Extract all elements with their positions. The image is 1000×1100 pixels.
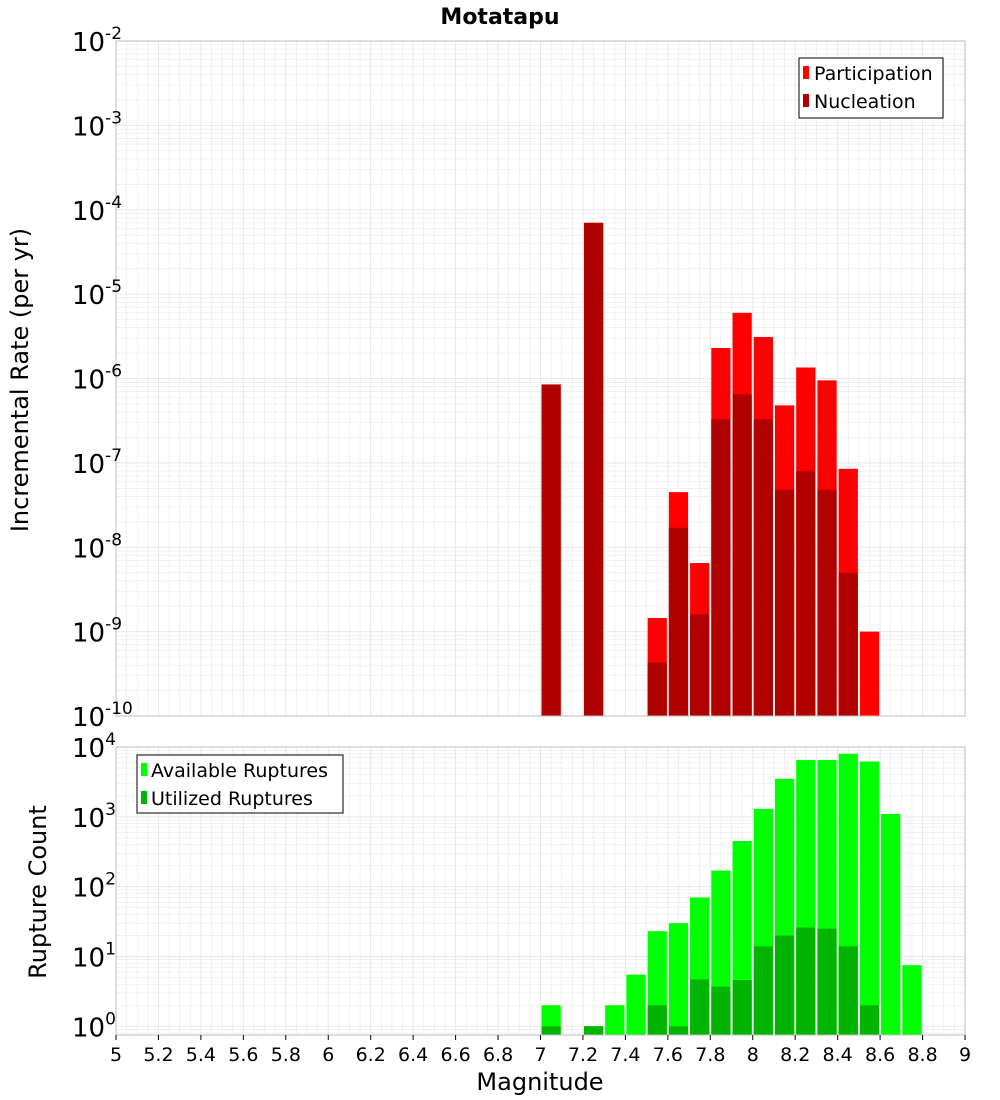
- nucleation-bar: [774, 489, 795, 716]
- x-tick-label: 5.8: [271, 1044, 301, 1066]
- count-bars: [541, 753, 922, 1035]
- rate-y-axis-label: Incremental Rate (per yr): [6, 228, 34, 532]
- x-tick-label: 8.4: [823, 1044, 853, 1066]
- x-axis-label: Magnitude: [476, 1068, 603, 1096]
- rate-y-tick-label: 10-8: [72, 530, 122, 564]
- x-tick-label: 5: [110, 1044, 122, 1066]
- x-tick-label: 7.6: [653, 1044, 683, 1066]
- count-y-axis-label: Rupture Count: [24, 805, 52, 979]
- available-ruptures-bar: [881, 813, 901, 1035]
- utilized-ruptures-bar: [838, 946, 858, 1035]
- nucleation-bar: [732, 394, 752, 716]
- nucleation-bar: [647, 662, 667, 716]
- participation-legend-swatch: [803, 66, 809, 79]
- count-y-tick-label: 100: [72, 1009, 116, 1043]
- available-ruptures-bar: [605, 1005, 625, 1035]
- x-tick-label: 7.8: [695, 1044, 725, 1066]
- utilized-ruptures-bar: [711, 986, 731, 1035]
- nucleation-bar: [796, 471, 816, 716]
- x-tick-label: 6.8: [483, 1044, 513, 1066]
- utilized-ruptures-bar: [753, 946, 773, 1035]
- utilized-ruptures-bar: [796, 927, 816, 1035]
- participation-legend-label: Participation: [814, 63, 933, 85]
- rate-grid: [115, 40, 966, 717]
- rate-y-tick-label: 10-2: [72, 24, 122, 58]
- nucleation-bar: [583, 222, 604, 716]
- count-y-tick-label: 101: [72, 939, 116, 973]
- utilized-ruptures-bar: [817, 928, 837, 1035]
- x-tick-label: 6.4: [398, 1044, 428, 1066]
- nucleation-bar: [817, 489, 837, 716]
- x-tick-label: 7.2: [568, 1044, 598, 1066]
- utilized-ruptures-bar: [732, 980, 752, 1035]
- rate-y-tick-label: 10-9: [72, 615, 122, 649]
- rate-bars: [541, 222, 880, 716]
- rate-plot-frame: [115, 40, 966, 717]
- rate-y-tick-label: 10-10: [72, 699, 133, 733]
- x-tick-label: 8: [747, 1044, 759, 1066]
- nucleation-bar: [668, 527, 689, 716]
- count-y-tick-label: 102: [72, 870, 116, 904]
- x-tick-label: 9: [959, 1044, 971, 1066]
- rate-y-tick-label: 10-5: [72, 277, 122, 311]
- available-ruptures-bar: [668, 923, 689, 1035]
- count-y-tick-label: 103: [72, 800, 116, 834]
- rate-legend-box: [798, 57, 944, 119]
- utilized-legend-label: Utilized Ruptures: [151, 788, 313, 810]
- x-tick-label: 7: [534, 1044, 546, 1066]
- x-tick-label: 6.6: [440, 1044, 470, 1066]
- utilized-ruptures-bar: [541, 1026, 561, 1035]
- rate-y-tick-label: 10-6: [72, 362, 122, 396]
- x-tick-label: 6.2: [356, 1044, 386, 1066]
- rate-y-tick-label: 10-7: [72, 446, 122, 480]
- rate-panel: 10-10 10-9 10-8 10-7 10-6 10-5 10-4 10-3 10-2 In…: [6, 24, 966, 733]
- count-y-ticks: 100 101 102 103 104: [72, 730, 116, 1043]
- utilized-ruptures-bar: [647, 1005, 667, 1035]
- nucleation-bar: [690, 614, 710, 716]
- count-panel: 100 101 102 103 104 5 5.2 5.4 5.6 5.8 6 6.2 6.4 6.6 6…: [24, 730, 971, 1096]
- available-ruptures-bar: [902, 965, 922, 1035]
- utilized-ruptures-bar: [690, 979, 710, 1035]
- x-tick-label: 5.6: [228, 1044, 258, 1066]
- available-ruptures-bar: [859, 761, 880, 1035]
- count-y-tick-label: 104: [72, 730, 116, 764]
- x-tick-label: 5.4: [186, 1044, 216, 1066]
- nucleation-bar: [753, 419, 773, 716]
- x-tick-label: 6: [322, 1044, 334, 1066]
- x-tick-label: 7.4: [610, 1044, 640, 1066]
- utilized-ruptures-bar: [583, 1026, 604, 1035]
- nucleation-legend-swatch: [803, 94, 809, 107]
- x-tick-label: 8.2: [780, 1044, 810, 1066]
- utilized-ruptures-bar: [859, 1005, 880, 1035]
- utilized-ruptures-bar: [668, 1026, 689, 1035]
- available-legend-label: Available Ruptures: [151, 760, 328, 782]
- count-legend: Available Ruptures Utilized Ruptures: [136, 754, 344, 814]
- utilized-ruptures-bar: [774, 935, 795, 1035]
- chart-title: Motatapu: [440, 5, 559, 30]
- nucleation-bar: [838, 572, 858, 716]
- participation-bar: [859, 631, 880, 716]
- x-tick-label: 5.2: [143, 1044, 173, 1066]
- rate-y-tick-label: 10-3: [72, 108, 122, 142]
- nucleation-bar: [541, 384, 561, 716]
- x-tick-label: 8.6: [865, 1044, 895, 1066]
- utilized-legend-swatch: [141, 791, 147, 804]
- rate-legend: Participation Nucleation: [798, 57, 944, 119]
- available-ruptures-bar: [626, 974, 646, 1035]
- rate-y-ticks: 10-10 10-9 10-8 10-7 10-6 10-5 10-4 10-3 10-2: [72, 24, 133, 733]
- x-tick-label: 8.8: [907, 1044, 937, 1066]
- available-legend-swatch: [141, 763, 147, 776]
- rate-y-tick-label: 10-4: [72, 193, 122, 227]
- nucleation-bar: [711, 419, 731, 716]
- count-legend-box: [136, 754, 344, 814]
- x-ticks: 5 5.2 5.4 5.6 5.8 6 6.2 6.4 6.6 6.8 7 7.2 7.4 7.6 7.8 8…: [110, 1035, 971, 1066]
- nucleation-legend-label: Nucleation: [814, 91, 916, 113]
